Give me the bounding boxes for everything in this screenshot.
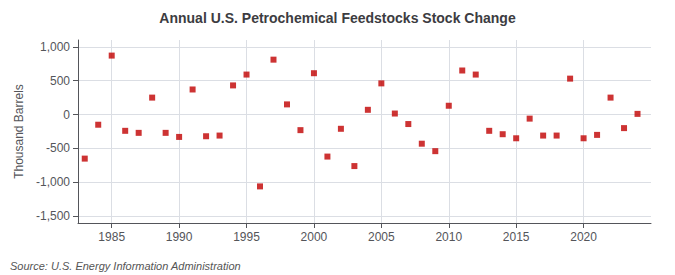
svg-text:2020: 2020 [570,230,597,244]
svg-text:Source: U.S. Energy Informatio: Source: U.S. Energy Information Administ… [10,260,241,272]
svg-text:-1,000: -1,000 [36,175,70,189]
svg-text:2010: 2010 [435,230,462,244]
svg-text:-500: -500 [46,141,70,155]
svg-text:2000: 2000 [301,230,328,244]
svg-text:Thousand Barrels: Thousand Barrels [12,84,26,179]
svg-text:0: 0 [63,108,70,122]
svg-text:Annual U.S. Petrochemical Feed: Annual U.S. Petrochemical Feedstocks Sto… [159,10,516,26]
svg-text:1,000: 1,000 [40,40,70,54]
svg-text:1995: 1995 [233,230,260,244]
svg-text:1985: 1985 [98,230,125,244]
svg-text:500: 500 [50,74,70,88]
svg-text:-1,500: -1,500 [36,209,70,223]
svg-text:2005: 2005 [368,230,395,244]
svg-text:1990: 1990 [166,230,193,244]
svg-text:2015: 2015 [503,230,530,244]
